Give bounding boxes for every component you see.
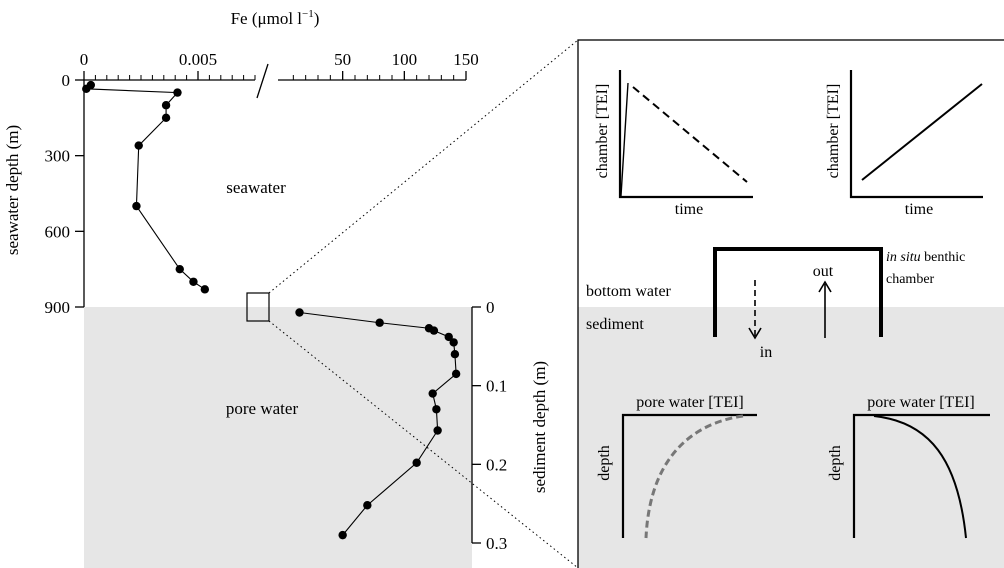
zoom-connector-top [268,39,579,294]
seawater-data-point [132,201,141,211]
seawater-depth-tick-labels: 0 300 600 900 [45,71,71,317]
pore-water-data-point [432,405,441,414]
inset-bl-gray-dashed-curve [644,414,744,539]
inset-tl-ylabel: chamber [TEI] [594,84,611,179]
sediment-depth-tick-labels: 0 0.1 0.2 0.3 [486,298,507,553]
fe-axis-tick-labels: 0 0.005 50 100 150 [80,50,479,69]
seawater-data-point [82,84,91,94]
pore-water-data-point [428,389,437,398]
sediment-depth-tick-label: 0.1 [486,377,507,396]
seawater-depth-axis-title: seawater depth (m) [3,125,22,255]
inset-tr-axes [849,70,983,199]
seawater-depth-ticks [75,79,84,308]
inset-tl-dashed-decrease-line [632,86,748,183]
inset-tr-increase-line [861,83,983,181]
seawater-data-point [161,113,171,123]
inset-bl-ylabel: depth [596,445,613,481]
pore-water-data-point [449,338,458,347]
benthic-chamber-diagram: out in bottom water sediment in situ ben… [586,247,965,361]
inset-br-ylabel: depth [827,445,844,481]
series-points [82,80,461,540]
chamber-label: chamber [886,272,935,287]
fe-axis-tick-label: 50 [334,50,351,69]
inset-chamber-increasing-plot: chamber [TEI] time [825,70,983,218]
pore-water-data-point [429,326,439,335]
sediment-region-inset [578,307,1004,568]
fe-axis-tick-label: 0.005 [179,50,217,69]
seawater-profile-line [84,84,206,290]
sediment-depth-tick-label: 0.2 [486,455,507,474]
inset-bl-xlabel: pore water [TEI] [636,394,744,411]
seawater-data-point [175,264,184,274]
pore-water-data-point [444,332,453,342]
in-situ-benthic-chamber-label: in situ benthic [886,250,965,265]
sediment-depth-tick-label: 0 [486,298,495,317]
inset-pore-water-profile-right: pore water [TEI] depth [827,394,990,539]
sediment-depth-axis-title: sediment depth (m) [530,361,549,493]
pore-water-data-point [412,458,421,467]
axis-break-mark [256,63,269,99]
inset-bl-axes [621,413,757,538]
seawater-data-point [200,285,210,294]
in-flux-arrowhead [748,327,762,340]
sediment-depth-ticks [472,306,481,544]
inset-br-xlabel: pore water [TEI] [867,394,975,411]
seawater-data-point [189,277,198,286]
seawater-data-point [134,141,143,150]
seawater-depth-tick-label: 0 [62,71,71,90]
sediment-depth-tick-label: 0.3 [486,534,507,553]
out-flux-arrowhead [818,280,832,293]
pore-water-data-point [450,350,460,359]
inset-tr-xlabel: time [905,201,933,218]
inset-pore-water-profile-left: pore water [TEI] depth [596,394,757,539]
seawater-depth-tick-label: 900 [45,298,71,317]
seawater-data-point [173,88,182,97]
zoom-connector-bottom [268,320,579,568]
seawater-data-point [161,101,171,110]
inset-tl-axes [618,70,753,199]
inset-chamber-decreasing-plot: chamber [TEI] time [594,70,753,218]
pore-water-region-label: pore water [226,399,299,418]
sediment-label: sediment [586,316,644,333]
inset-tl-initial-spike [620,82,629,197]
pore-water-data-point [363,501,372,510]
sediment-region-main [84,307,472,568]
out-label: out [813,263,834,280]
pore-water-data-point [375,318,384,327]
inset-tl-xlabel: time [675,201,703,218]
inset-tr-ylabel: chamber [TEI] [825,84,842,179]
benthic-chamber-outline [713,247,883,337]
inset-panel [577,39,1004,568]
fe-axis-tick-label: 0 [80,50,89,69]
inset-br-axes [852,413,990,538]
pore-water-data-point [433,426,442,435]
in-label: in [760,344,772,361]
pore-water-data-point [451,369,461,379]
fe-axis-ticks [83,71,467,80]
zoom-box [246,292,270,322]
seawater-depth-tick-label: 600 [45,222,71,241]
inset-br-black-curve [873,415,967,539]
seawater-region-label: seawater [226,178,286,197]
fe-axis [84,63,466,99]
pore-water-data-point [295,308,304,317]
seawater-depth-tick-label: 300 [45,147,71,166]
bottom-water-label: bottom water [586,283,672,300]
pore-water-data-point [338,530,347,540]
fe-axis-title: Fe (μmol l−1) [231,8,320,28]
fe-axis-tick-label: 100 [392,50,418,69]
fe-axis-tick-label: 150 [453,50,479,69]
